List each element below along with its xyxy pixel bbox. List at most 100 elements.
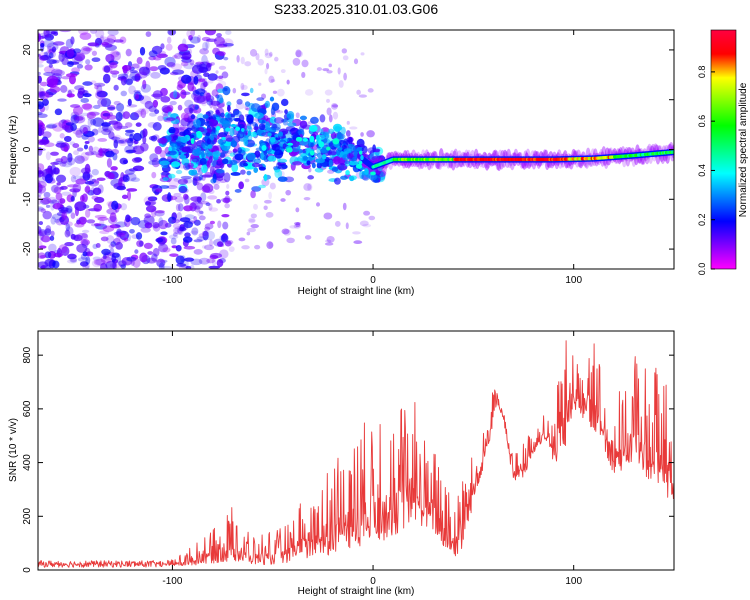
spectrogram-speckle [154,109,160,114]
spectrogram-speckle [322,68,330,72]
spectrogram-speckle [140,142,149,152]
colorbar-gradient [711,30,736,269]
spectrogram-cloud [277,176,288,182]
spectrogram-cloud [263,174,268,182]
spectrogram-speckle [62,124,73,131]
spectrogram-speckle [178,226,187,232]
spectrogram-cloud [315,158,325,164]
spectrogram-cloud [199,157,207,165]
y-tick-label: 200 [22,508,33,525]
spectrogram-speckle [326,98,330,103]
spectrogram-speckle [292,57,301,66]
spectrogram-cloud [159,185,170,189]
spectrogram-speckle [176,263,187,267]
spectrogram-speckle [324,89,333,96]
spectrogram-cloud [159,160,170,166]
spectrogram-speckle [129,69,138,74]
spectrogram-speckle [184,257,195,262]
spectrogram-cloud [319,114,326,123]
spectrogram-cloud [209,118,215,127]
spectrogram-speckle [189,36,201,44]
spectrogram-speckle [82,126,88,134]
spectrogram-speckle [155,188,163,193]
spectrogram-speckle [116,228,122,238]
spectrogram-speckle [80,167,91,175]
spectrogram-cloud [244,101,251,107]
spectrogram-speckle [269,182,276,190]
spectrogram-speckle [226,240,234,245]
spectrogram-cloud [345,130,351,137]
spectrogram-speckle [264,48,269,56]
spectrogram-speckle [301,59,309,68]
spectrogram-speckle [167,192,172,202]
spectrogram-speckle [194,205,201,211]
spectrogram-speckle [201,54,208,65]
spectrogram-speckle [46,123,58,129]
spectrogram-speckle [63,135,72,142]
spectrogram-speckle [84,247,91,256]
spectrogram-speckle [110,166,118,171]
spectrogram-speckle [216,198,221,204]
spectrogram-speckle [134,73,141,82]
spectrogram-cloud [190,114,196,120]
spectrogram-speckle [178,76,186,81]
spectrogram-blob [332,138,340,145]
spectrogram-cloud [235,131,245,139]
spectrogram-speckle [81,193,88,203]
spectrogram-speckle [148,160,160,166]
spectrogram-speckle [264,52,273,59]
spectrogram-speckle [190,30,196,37]
spectrogram-speckle [121,194,128,200]
spectrogram-speckle [142,79,147,90]
spectrogram-speckle [221,214,230,218]
spectrogram-cloud [168,146,173,152]
spectrogram-speckle [264,199,272,204]
y-tick-label: 800 [22,346,33,363]
spectrogram-blob [364,168,369,175]
spectrogram-speckle [56,182,61,186]
spectrogram-speckle [167,216,177,224]
spectrogram-speckle [199,48,210,55]
spectrogram-cloud [243,138,249,147]
spectrogram-speckle [117,76,127,81]
spectrogram-speckle [206,258,216,264]
spectrogram-speckle [223,172,231,183]
spectrogram-speckle [107,30,119,36]
spectrogram-cloud [321,131,330,137]
spectrogram-speckle [126,104,138,108]
spectrogram-speckle [110,50,120,58]
spectrogram-speckle [217,80,227,89]
spectrogram-speckle [203,81,208,88]
spectrogram-cloud [328,128,335,134]
spectrogram-cloud [181,157,190,166]
spectrogram-speckle [108,243,115,249]
spectrogram-cloud [348,160,359,166]
spectrogram-speckle [118,179,125,186]
spectrogram-speckle [295,49,302,58]
spectrogram-speckle [157,115,164,122]
spectrogram-speckle [53,252,63,258]
spectrogram-speckle [55,218,64,226]
spectrogram-speckle [303,183,312,191]
spectrogram-speckle [105,260,117,269]
spectrogram-speckle [115,241,123,250]
spectrogram-speckle [97,98,108,107]
spectrogram-cloud [265,121,271,131]
spectrogram-speckle [133,89,141,94]
spectrogram-cloud [219,152,226,158]
spectrogram-cloud [229,159,238,166]
spectrogram-speckle [115,51,121,56]
spectrogram-speckle [87,135,95,143]
spectrogram-cloud [285,125,296,132]
spectrogram-speckle [330,103,338,110]
spectrogram-speckle [118,139,126,144]
spectrogram-cloud [202,114,209,119]
spectrogram-speckle [70,36,75,45]
spectrogram-speckle [275,110,284,114]
spectrogram-speckle [183,193,189,200]
spectrogram-speckle [175,244,182,252]
spectrogram-speckle [52,41,65,46]
spectrogram-speckle [268,75,275,84]
spectrogram-cloud [277,158,288,163]
colorbar-tick-label: 0.6 [697,115,707,128]
